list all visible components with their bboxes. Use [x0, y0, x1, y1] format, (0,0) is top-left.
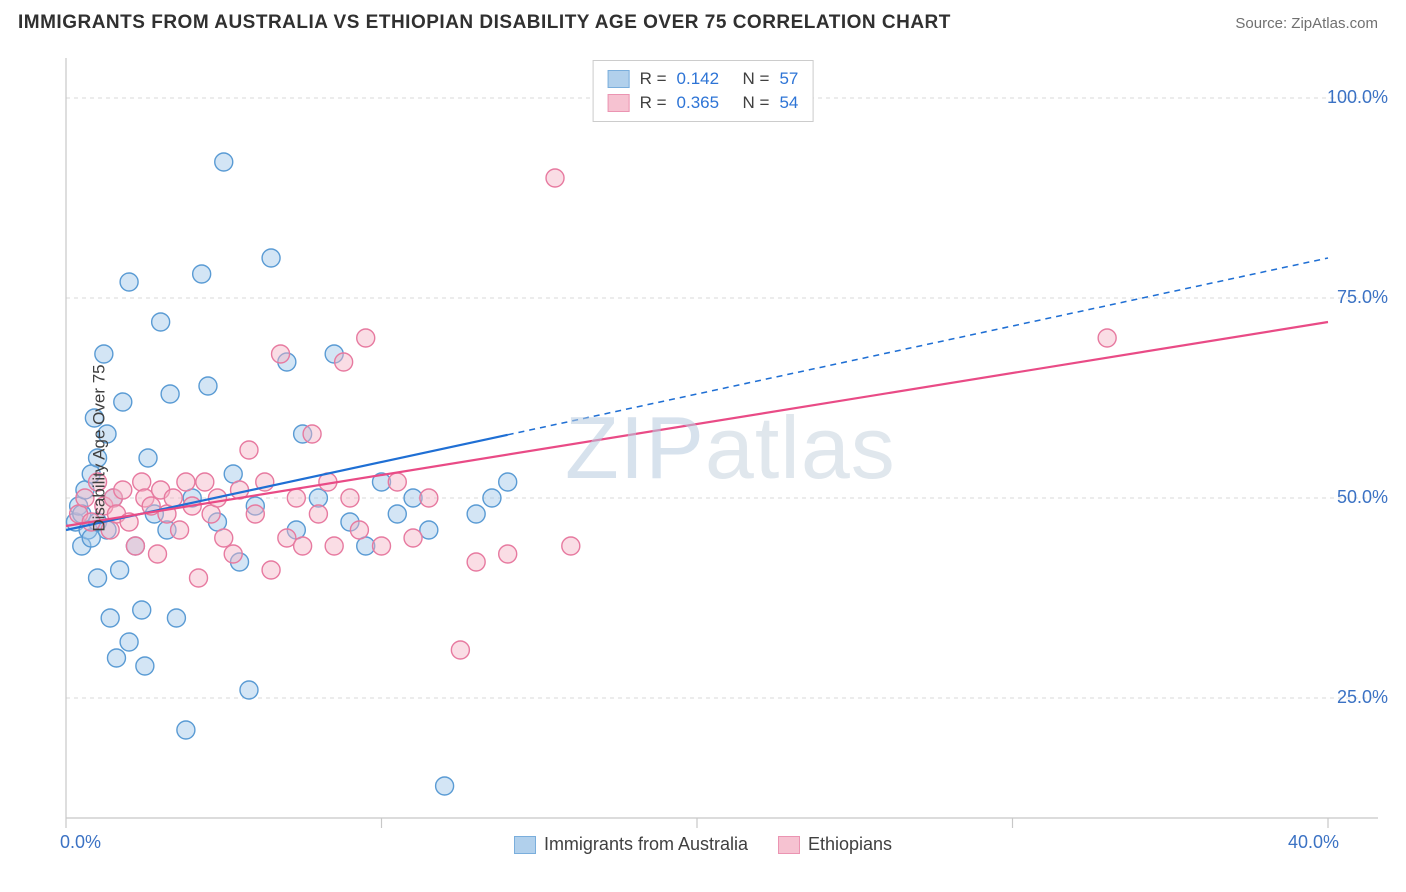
series-legend-item: Ethiopians — [778, 834, 892, 855]
y-tick-label: 25.0% — [1337, 687, 1388, 708]
source-label: Source: — [1235, 15, 1287, 32]
r-label: R = — [640, 69, 667, 89]
source-link[interactable]: ZipAtlas.com — [1291, 15, 1378, 32]
legend-swatch — [778, 836, 800, 854]
correlation-legend-row: R = 0.365 N = 54 — [608, 91, 799, 115]
n-label: N = — [743, 69, 770, 89]
n-value: 54 — [779, 93, 798, 113]
n-value: 57 — [779, 69, 798, 89]
legend-swatch — [514, 836, 536, 854]
scatter-chart — [18, 48, 1388, 848]
legend-swatch — [608, 94, 630, 112]
chart-title: IMMIGRANTS FROM AUSTRALIA VS ETHIOPIAN D… — [18, 12, 951, 34]
r-value: 0.142 — [677, 69, 733, 89]
r-value: 0.365 — [677, 93, 733, 113]
series-name: Ethiopians — [808, 834, 892, 855]
y-tick-label: 100.0% — [1327, 87, 1388, 108]
chart-container: Disability Age Over 75 ZIPatlas R =0.142… — [18, 48, 1388, 848]
source-attribution: Source: ZipAtlas.com — [1235, 15, 1378, 32]
r-label: R = — [640, 93, 667, 113]
correlation-legend-row: R = 0.142 N = 57 — [608, 67, 799, 91]
legend-swatch — [608, 70, 630, 88]
correlation-legend: R = 0.142 N = 57 R = 0.365 N = 54 — [593, 60, 814, 122]
series-legend-item: Immigrants from Australia — [514, 834, 748, 855]
series-legend: Immigrants from Australia Ethiopians — [18, 834, 1388, 855]
n-label: N = — [743, 93, 770, 113]
y-tick-label: 50.0% — [1337, 487, 1388, 508]
y-tick-label: 75.0% — [1337, 287, 1388, 308]
y-axis-label: Disability Age Over 75 — [90, 364, 110, 531]
series-name: Immigrants from Australia — [544, 834, 748, 855]
